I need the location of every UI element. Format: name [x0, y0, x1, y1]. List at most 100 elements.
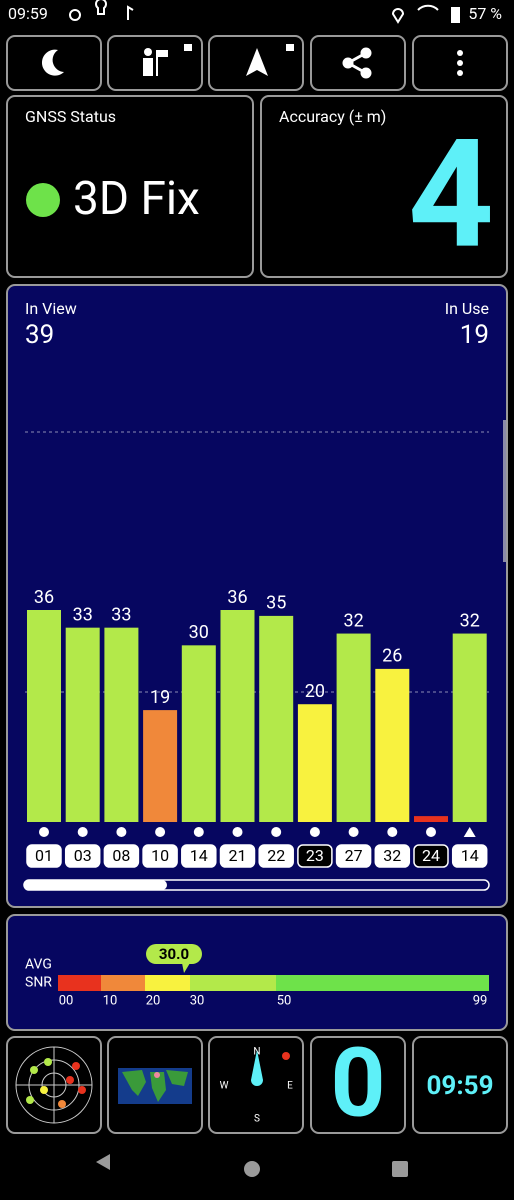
signal-bar	[65, 627, 100, 822]
scale-label: 30	[190, 993, 205, 1008]
used-marker	[39, 827, 49, 837]
signal-bar	[297, 704, 332, 822]
prn-label: 01	[35, 846, 53, 865]
compass-w: W	[220, 1081, 229, 1092]
scale-label: 50	[277, 993, 292, 1008]
snr-label: 32	[460, 610, 480, 631]
scrollbar-thumb[interactable]	[24, 880, 167, 890]
signal-bar	[27, 610, 61, 822]
used-marker	[155, 827, 166, 837]
used-marker	[116, 827, 127, 837]
prn-box	[451, 844, 488, 868]
prn-box	[26, 844, 62, 868]
snr-label: 19	[150, 687, 170, 708]
prn-box	[103, 844, 140, 868]
used-marker	[348, 827, 359, 837]
guide-lines	[25, 431, 489, 693]
used-marker	[463, 827, 476, 837]
count-tile[interactable]	[310, 1036, 406, 1134]
world-map	[118, 1068, 192, 1104]
in-use-label: In Use	[445, 299, 489, 318]
sky-dots	[26, 1058, 86, 1108]
signal-bar	[259, 615, 294, 822]
used-marker	[387, 827, 398, 837]
used-marker	[426, 827, 436, 837]
sky-plot	[15, 1046, 93, 1124]
scale-label: 10	[103, 993, 118, 1008]
scale-label: 00	[59, 993, 74, 1008]
prn-box	[181, 844, 217, 868]
fix-status: 3D Fix	[73, 172, 200, 226]
snr-scale	[58, 975, 489, 991]
avg-value: 30.0	[159, 945, 189, 963]
scale-labels: 00 10 20 30 50 99	[59, 993, 488, 1008]
avg-bubble	[146, 944, 202, 964]
prn-box	[64, 844, 101, 868]
back-button[interactable]	[96, 1154, 110, 1170]
signal-bar	[336, 633, 371, 822]
prn-label: 21	[229, 846, 247, 865]
prn-box	[297, 844, 333, 868]
accuracy-value: 4	[408, 107, 494, 283]
used-marker	[232, 827, 243, 837]
signal-bar	[220, 610, 255, 822]
share-icon	[342, 47, 372, 79]
prn-label: 08	[112, 846, 130, 865]
used-marker	[193, 827, 204, 837]
prn-box	[219, 844, 256, 868]
prn-label: 14	[461, 846, 479, 865]
snr-label: 36	[227, 587, 247, 608]
used-marker	[271, 827, 282, 837]
fix-indicator	[26, 183, 60, 217]
prn-label: 24	[422, 846, 440, 865]
scale-label: 99	[473, 993, 488, 1008]
count-value: 0	[330, 1027, 385, 1139]
snr-label: 30	[189, 622, 209, 643]
snr-label: SNR	[25, 975, 52, 991]
compass-s: S	[254, 1114, 260, 1125]
signal-bar	[375, 668, 410, 822]
accuracy-label: Accuracy (± m)	[279, 107, 386, 126]
prn-box	[142, 844, 178, 868]
in-view-label: In View	[25, 299, 77, 318]
gnss-label: GNSS Status	[25, 107, 116, 126]
gnss-panel	[6, 95, 254, 278]
person-icon	[143, 44, 192, 76]
prn-box	[258, 844, 294, 868]
compass-dot	[282, 1052, 290, 1060]
avg-label: AVG	[25, 957, 52, 973]
snr-label: 36	[34, 587, 54, 608]
night-button[interactable]	[6, 35, 102, 91]
prn-box	[374, 844, 411, 868]
status-battery: 57 %	[468, 4, 502, 23]
scroll-indicator	[503, 420, 506, 562]
moon-icon	[41, 49, 64, 76]
signal-bar	[143, 710, 178, 822]
location-dot	[154, 1072, 160, 1078]
menu-icon	[457, 50, 463, 76]
status-time: 09:59	[8, 4, 48, 23]
in-use-value: 19	[460, 320, 489, 350]
recents-button[interactable]	[392, 1161, 408, 1177]
home-button[interactable]	[244, 1161, 260, 1177]
share-button[interactable]	[310, 35, 406, 91]
guide-button[interactable]	[107, 35, 203, 91]
prn-label: 14	[190, 846, 208, 865]
scale-label: 20	[146, 993, 161, 1008]
prn-box	[335, 844, 372, 868]
battery-icon	[451, 7, 460, 23]
in-view-value: 39	[25, 320, 54, 350]
snr-label: 35	[266, 593, 286, 614]
snr-label: 20	[305, 681, 325, 702]
signal-bars: 36 01 33 03 33 08 19 10 30 14 36 21 35 22 20 23 32 27 26 32…	[26, 587, 488, 868]
lock-icon	[286, 44, 294, 51]
prn-label: 32	[383, 846, 401, 865]
signal-bar	[181, 645, 216, 822]
prn-label: 03	[74, 846, 92, 865]
prn-label: 23	[306, 846, 324, 865]
prn-box	[413, 844, 449, 868]
compass-needle	[251, 1050, 263, 1086]
clock-tile[interactable]	[412, 1036, 508, 1134]
prn-label: 10	[151, 846, 169, 865]
signal-bar	[414, 816, 448, 822]
